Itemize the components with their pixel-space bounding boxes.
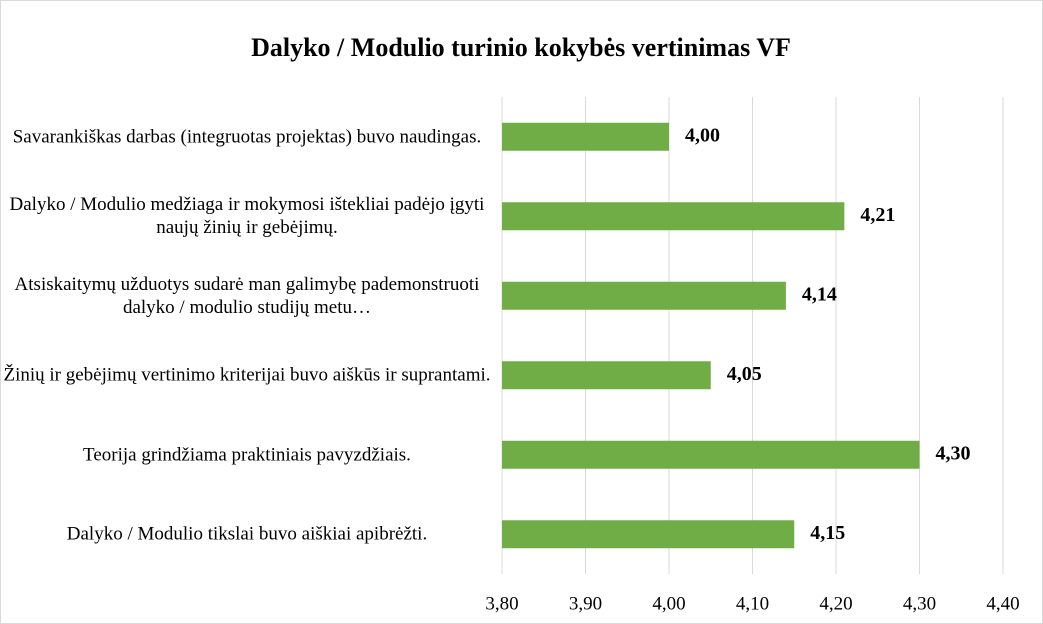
x-tick-label: 3,80 (485, 593, 518, 614)
x-tick-label: 3,90 (569, 593, 602, 614)
y-tick-label: Dalyko / Modulio medžiaga ir mokymosi iš… (9, 194, 485, 239)
y-tick-label: Atsiskaitymų užduotys sudarė man galimyb… (14, 273, 480, 318)
data-label: 4,30 (936, 442, 971, 464)
chart-title: Dalyko / Modulio turinio kokybės vertini… (251, 33, 791, 62)
bar (502, 122, 669, 151)
bar (502, 520, 795, 549)
data-label: 4,21 (860, 204, 895, 226)
data-label: 4,15 (810, 522, 845, 544)
data-label: 4,05 (727, 363, 762, 385)
y-tick-label: Teorija grindžiama praktiniais pavyzdžia… (83, 444, 411, 466)
x-tick-label: 4,10 (736, 593, 769, 614)
y-tick-label: Dalyko / Modulio tikslai buvo aiškiai ap… (66, 523, 428, 545)
data-label: 4,14 (802, 283, 837, 305)
x-tick-label: 4,20 (819, 593, 852, 614)
bar (502, 440, 920, 469)
bar (502, 202, 845, 231)
x-tick-label: 4,40 (986, 593, 1019, 614)
bar (502, 281, 786, 310)
x-tick-label: 4,30 (903, 593, 936, 614)
bar (502, 361, 711, 390)
y-tick-label: Savarankiškas darbas (integruotas projek… (12, 126, 482, 148)
y-tick-label: Žinių ir gebėjimų vertinimo kriterijai b… (3, 364, 491, 386)
x-tick-label: 4,00 (652, 593, 685, 614)
data-label: 4,00 (685, 124, 720, 146)
